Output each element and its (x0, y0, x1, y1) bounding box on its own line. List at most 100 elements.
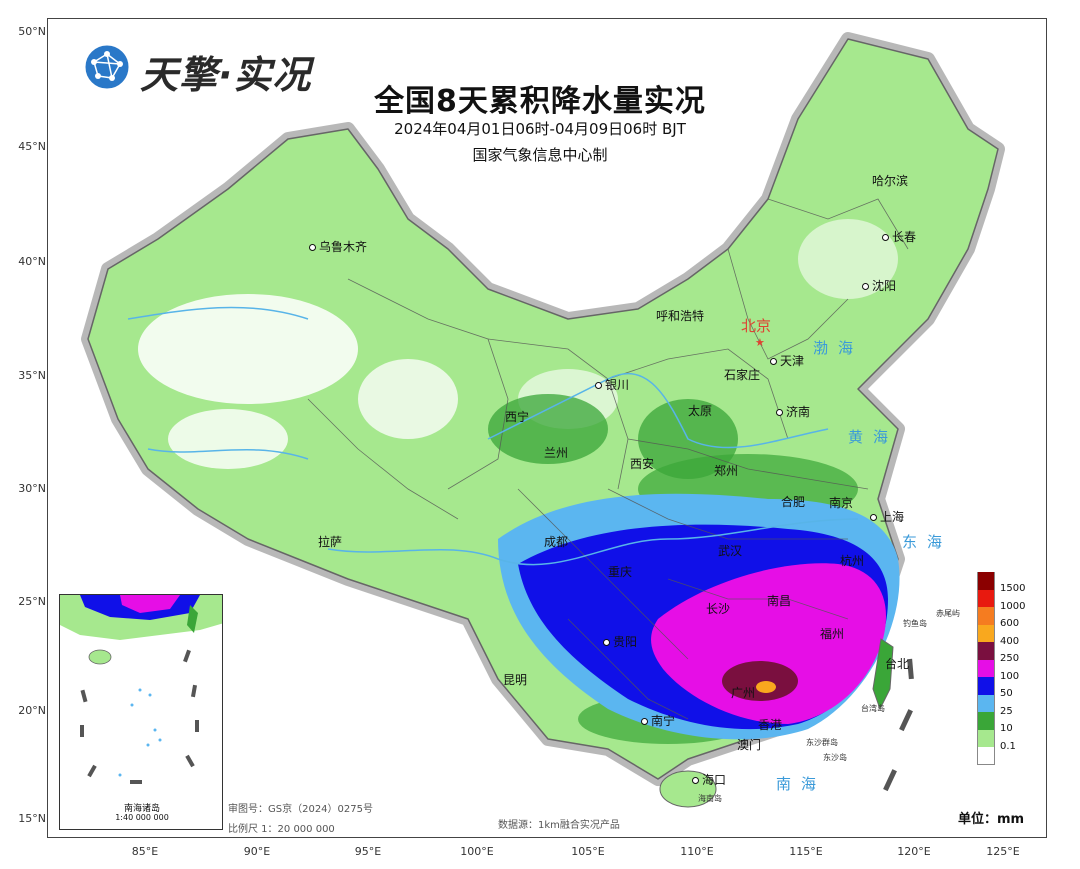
logo-text: 天擎·实况 (140, 53, 312, 97)
lon-label-95: 95°E (354, 845, 382, 858)
lat-label-20: 20°N (18, 704, 46, 717)
legend-label: 50 (1000, 688, 1013, 699)
legend-label: 400 (1000, 635, 1020, 647)
legend-swatch (977, 729, 995, 747)
city-label: 香港 (758, 718, 783, 732)
legend-swatch (977, 659, 995, 677)
legend-swatch (977, 624, 995, 642)
lon-label-85: 85°E (131, 845, 159, 858)
city-label: 杭州 (840, 554, 865, 568)
city-label: 银川 (595, 376, 629, 393)
lat-label-30: 30°N (18, 482, 46, 495)
legend-label: 1500 (1000, 583, 1026, 594)
lat-label-35: 35°N (18, 369, 46, 382)
lon-label-105: 105°E (571, 845, 605, 858)
city-label: 济南 (776, 403, 810, 420)
city-label: 长沙 (706, 602, 731, 616)
producer-label: 国家气象信息中心制 (472, 146, 608, 164)
legend-swatch (977, 589, 995, 607)
city-label: 沈阳 (862, 277, 896, 294)
capital-star-icon: ★ (755, 336, 765, 349)
bohai-sea-label: 渤海 (813, 339, 864, 357)
island-label: 东沙群岛 (806, 738, 838, 747)
lon-label-90: 90°E (243, 845, 271, 858)
lat-label-50: 50°N (18, 25, 46, 38)
data-source: 数据源：1km融合实况产品 (498, 820, 620, 831)
yellow-sea-label: 黄海 (848, 428, 899, 446)
city-label: 太原 (688, 404, 713, 418)
legend-label: 250 (1000, 653, 1020, 664)
lat-label-40: 40°N (18, 255, 46, 268)
city-label: 兰州 (544, 446, 569, 460)
city-label: 福州 (820, 627, 845, 641)
legend-label: 0.1 (1000, 740, 1016, 752)
city-label: 乌鲁木齐 (309, 238, 367, 255)
lon-label-110: 110°E (680, 845, 714, 858)
island-label: 海南岛 (698, 794, 722, 803)
review-number: 审图号：GS京（2024）0275号 (228, 804, 373, 815)
city-label: 呼和浩特 (656, 309, 705, 323)
inset-title: 南海诸岛 (123, 804, 160, 814)
city-label: 南京 (829, 496, 854, 510)
city-label: 广州 (731, 686, 756, 700)
lon-label-100: 100°E (460, 845, 494, 858)
capital-label: 北京 (741, 317, 772, 335)
city-label: 郑州 (714, 464, 739, 478)
map-title: 全国8天累积降水量实况 (374, 84, 706, 119)
legend-label: 600 (1000, 618, 1020, 629)
legend-label: 10 (1000, 723, 1013, 734)
city-label: 上海 (870, 508, 904, 525)
map-frame (47, 18, 1047, 838)
legend-label: 1000 (1000, 600, 1026, 612)
legend-swatch (977, 747, 995, 765)
logo: 天擎·实况 (82, 42, 332, 97)
lon-label-120: 120°E (897, 845, 931, 858)
city-label: 石家庄 (724, 368, 761, 382)
lon-label-115: 115°E (789, 845, 823, 858)
city-label: 澳门 (737, 738, 762, 752)
lon-label-125: 125°E (986, 845, 1020, 858)
city-label: 合肥 (781, 495, 806, 509)
legend-swatch (977, 572, 995, 590)
city-label: 西宁 (505, 410, 530, 424)
island-label: 钓鱼岛 (903, 619, 927, 628)
legend-swatch (977, 677, 995, 695)
legend-label: 25 (1000, 705, 1013, 717)
legend-swatch (977, 712, 995, 730)
city-label: 贵阳 (603, 633, 637, 650)
unit-label: 单位：mm (958, 812, 1025, 827)
city-label: 天津 (770, 352, 804, 369)
city-label: 台北 (885, 657, 910, 671)
city-label: 南宁 (641, 712, 675, 729)
legend-swatch (977, 642, 995, 660)
south-china-sea-inset: 南海诸岛 1:40 000 000 (59, 594, 223, 830)
legend-label: 100 (1000, 670, 1020, 682)
island-label: 东沙岛 (823, 753, 847, 762)
legend-swatch (977, 694, 995, 712)
inset-scale: 1:40 000 000 (115, 813, 169, 822)
island-label: 赤尾屿 (936, 609, 960, 618)
city-label: 重庆 (608, 565, 633, 579)
legend: 1500 1000 600 400 250 100 50 25 10 0.1 (977, 572, 1047, 765)
scale-label: 比例尺 1：20 000 000 (228, 824, 335, 835)
city-label: 武汉 (718, 544, 743, 558)
precipitation-map (81, 32, 1005, 808)
city-label: 南昌 (767, 594, 792, 608)
city-label: 拉萨 (318, 535, 343, 549)
lat-label-25: 25°N (18, 595, 46, 608)
inset-map (60, 595, 222, 784)
map-subtitle: 2024年04月01日06时-04月09日06时 BJT (394, 120, 686, 138)
legend-swatch (977, 607, 995, 625)
east-sea-label: 东海 (902, 533, 953, 551)
island-label: 台湾岛 (861, 704, 885, 713)
lat-label-45: 45°N (18, 140, 46, 153)
city-label: 哈尔滨 (872, 174, 909, 188)
lat-label-15: 15°N (18, 812, 46, 825)
city-label: 昆明 (503, 673, 528, 687)
city-label: 西安 (630, 457, 655, 471)
south-sea-label: 南海 (776, 775, 827, 793)
city-label: 长春 (882, 228, 916, 245)
city-label: 海口 (692, 771, 726, 788)
globe-network-icon (84, 44, 130, 90)
city-label: 成都 (544, 535, 569, 549)
